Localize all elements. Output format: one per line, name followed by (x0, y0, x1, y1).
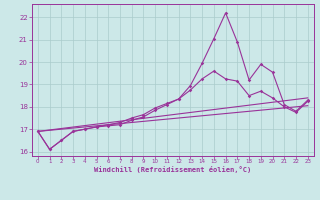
X-axis label: Windchill (Refroidissement éolien,°C): Windchill (Refroidissement éolien,°C) (94, 166, 252, 173)
